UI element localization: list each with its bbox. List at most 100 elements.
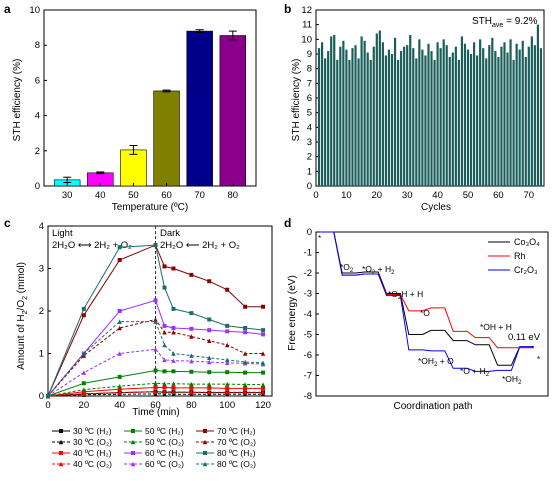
panel-d-step-label: *O + H2 [460,366,490,378]
panel-b-cycle-bar [384,55,388,186]
panel-b-cycle-bar [366,52,369,187]
panel-c-data-point [189,358,194,364]
panel-c-data-point [225,323,230,328]
panel-d-legend-item: Co₃O₄ [488,237,540,247]
panel-d-y-tick-label: 0 [307,227,312,238]
panel-b-average-annotation: STHave = 9.2% [472,16,538,29]
panel-a-x-tick-label: 80 [228,190,239,201]
panel-b-y-tick-label: 5 [307,108,312,119]
panel-c-data-point [260,382,266,387]
panel-label-b: b [284,2,291,16]
panel-d-y-tick-label: -3 [304,289,312,300]
panel-b-cycle-bar [539,48,543,187]
panel-label-c: c [4,216,11,230]
panel-b-cycle-bar [512,59,515,186]
panel-c-legend-swatch-marker [130,461,136,467]
panel-c-data-point [189,272,194,277]
panel-b-cycle-bar [400,51,403,186]
panel-b-y-tick-label: 2 [307,152,312,163]
panel-c-data-point [162,385,167,390]
panel-b-cycle-bar [472,42,476,187]
panel-c-data-point [225,381,230,387]
panel-d-step-label: *O2H + H [388,289,423,301]
panel-d-y-tick-label: -8 [304,391,312,402]
panel-c-dark-title: Dark [160,228,180,239]
panel-c-data-point [117,387,122,392]
panel-c-data-point [171,306,176,311]
panel-b-cycle-bar [518,49,521,186]
panel-c-data-point [189,369,194,374]
panel-c-y-tick-label: 1 [39,349,44,360]
panel-d-y-tick-label: -6 [304,350,312,361]
panel-c-data-point [153,319,158,324]
panel-b-cycle-bar [333,34,336,186]
panel-b-cycle-bar [457,59,460,186]
panel-a-bar [153,90,180,187]
panel-c-y-tick-label: 3 [39,264,44,275]
panel-b-y-tick-label: 3 [307,137,312,148]
panel-b-cycle-bar [536,24,540,186]
panel-c-data-point [207,355,212,360]
panel-c-data-point [189,381,194,387]
panel-b-x-tick-label: 70 [524,190,535,201]
panel-b-y-axis-label: STH efficiency (%) [291,59,302,142]
panel-c-data-point [242,389,248,395]
panel-c-data-point [162,357,167,363]
panel-c-legend-item: 30 ºC (H₂) [52,426,112,436]
panel-b-cycle-bar [433,59,436,186]
panel-b-y-tick-label: 4 [307,122,312,133]
panel-c-data-point [153,385,158,390]
panel-d-step-label: *O [420,308,430,318]
panel-b-cycle-bar [451,52,454,187]
panel-b-cycle-bar [369,59,372,186]
panel-c-data-point [189,326,194,331]
panel-c-data-point [162,342,167,348]
panel-c-legend-item: 40 ºC (H₂) [52,448,112,458]
panel-c-data-point [117,374,122,379]
panel-d-step-label: *OH + H [480,322,512,332]
panel-b-bar-chart: Cycles STH efficiency (%) STHave = 9.2% … [291,5,545,213]
panel-c-line-chart: Time (min) Amount of H2/O2 (mmol) Light … [16,221,273,469]
panel-c-data-point [171,330,176,335]
panel-c-data-point [162,264,167,269]
panel-c-dark-equation: 2H₂O ⟵ 2H₂ + O₂ [160,240,240,251]
panel-c-legend-item: 80 ºC (O₂) [196,459,256,469]
panel-b-cycle-bar [448,56,451,186]
panel-c-data-point [225,386,230,391]
panel-c-legend-swatch-marker [203,451,207,455]
panel-b-cycle-bar [415,58,418,186]
panel-b-cycle-bar [427,43,430,186]
panel-c-data-point [171,385,176,390]
panel-c-data-point [207,385,212,390]
panel-b-cycle-bar [363,40,366,186]
panel-c-data-point [207,389,212,395]
panel-b-cycle-bar [476,55,479,186]
panel-a-x-tick-label: 60 [161,190,172,201]
panel-c-legend-swatch-marker [58,461,64,467]
panel-c-data-point [261,386,266,391]
panel-c-data-point [261,370,266,375]
panel-b-cycle-bar [515,43,518,186]
panel-c-y-tick-label: 0 [39,391,44,402]
panel-b-cycle-bar [418,39,421,187]
panel-b-cycle-bar [439,48,442,187]
panel-b-y-tick-label: 9 [307,49,312,60]
panel-c-x-tick-label: 120 [255,400,271,411]
panel-b-cycle-bar [387,49,391,186]
panel-c-legend-swatch-marker [59,451,63,455]
panel-a-bar [219,35,247,187]
panel-b-x-tick-label: 10 [341,190,352,201]
panel-c-data-point [171,389,176,394]
panel-c-x-axis-label: Time (min) [132,407,179,418]
panel-c-legend-swatch-marker [131,451,135,455]
panel-b-cycle-bar [503,42,506,187]
panel-a-y-tick-label: 6 [35,75,40,86]
panel-b-cycle-bar [336,59,339,186]
panel-c-data-point [189,385,194,390]
panel-b-cycle-bar [482,48,485,187]
panel-c-data-point [261,304,266,309]
panel-c-data-point [225,357,230,363]
panel-b-cycle-bar [488,45,491,187]
panel-c-data-point [207,338,212,343]
